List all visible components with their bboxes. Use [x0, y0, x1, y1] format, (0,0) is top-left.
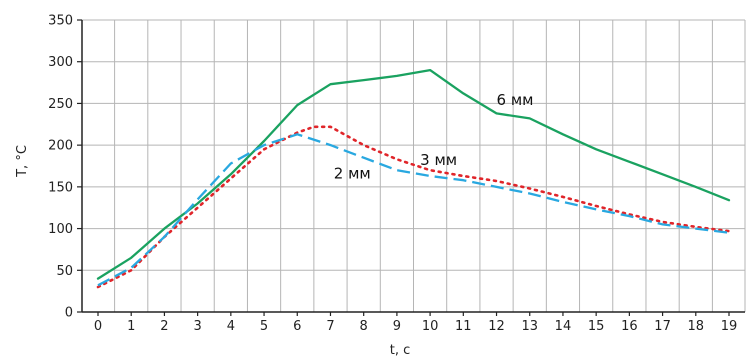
x-tick-label: 16 [621, 319, 638, 334]
series-label: 2 мм [334, 165, 371, 183]
y-axis-label: T, °C [15, 145, 30, 178]
x-tick-label: 0 [94, 319, 102, 334]
x-tick-label: 14 [555, 319, 572, 334]
x-tick-label: 3 [193, 319, 201, 334]
x-tick-label: 12 [488, 319, 505, 334]
x-tick-label: 2 [160, 319, 168, 334]
x-tick-label: 13 [521, 319, 538, 334]
x-tick-label: 7 [326, 319, 334, 334]
y-tick-label: 200 [48, 139, 73, 154]
x-tick-label: 5 [260, 319, 268, 334]
x-tick-label: 4 [227, 319, 235, 334]
series-line-6-мм [96, 68, 731, 280]
y-tick-label: 100 [48, 222, 73, 237]
x-tick-label: 10 [422, 319, 439, 334]
y-tick-label: 0 [65, 306, 73, 321]
y-tick-label: 350 [48, 14, 73, 29]
series-label: 3 мм [420, 151, 457, 169]
x-tick-label: 11 [455, 319, 472, 334]
x-tick-label: 6 [293, 319, 301, 334]
y-tick-label: 250 [48, 97, 73, 112]
x-tick-label: 18 [688, 319, 705, 334]
x-tick-label: 9 [393, 319, 401, 334]
axes [77, 19, 745, 316]
y-tick-label: 50 [56, 264, 73, 279]
x-tick-label: 1 [127, 319, 135, 334]
grid [82, 19, 746, 312]
y-tick-label: 300 [48, 55, 73, 70]
x-axis-label: t, c [390, 343, 411, 358]
series-line-3-мм [96, 125, 731, 289]
series-annotations: 6 мм 3 мм 2 мм [334, 91, 534, 182]
series-line-2-мм [97, 133, 730, 287]
x-tick-label: 8 [360, 319, 368, 334]
series-label: 6 мм [497, 91, 534, 109]
x-tick-label: 19 [721, 319, 738, 334]
x-tick-label: 17 [654, 319, 671, 334]
y-tick-label: 150 [48, 180, 73, 195]
x-tick-label: 15 [588, 319, 605, 334]
series-lines [96, 68, 731, 289]
